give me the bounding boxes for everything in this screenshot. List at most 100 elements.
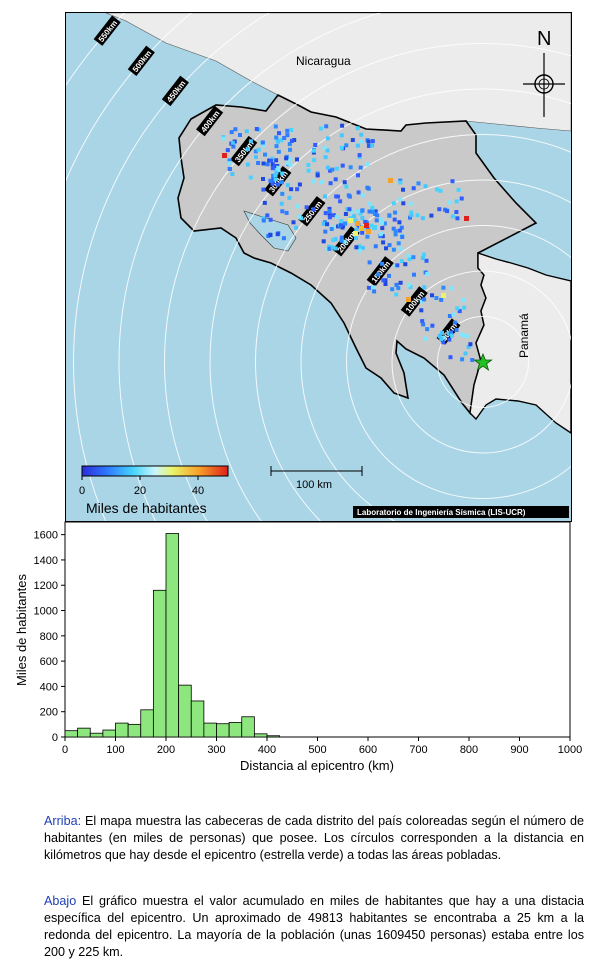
population-marker — [311, 179, 316, 184]
population-marker — [262, 200, 267, 205]
population-marker — [289, 128, 294, 132]
population-marker — [348, 165, 353, 170]
distance-ring — [255, 134, 571, 521]
population-marker — [383, 282, 388, 286]
population-marker — [273, 177, 278, 182]
population-marker — [331, 238, 336, 243]
population-marker — [312, 158, 317, 163]
ring-label-bg — [400, 286, 428, 317]
population-marker — [460, 357, 465, 362]
population-marker — [274, 170, 279, 175]
population-marker — [408, 201, 413, 206]
population-markers — [221, 123, 475, 362]
population-marker — [325, 247, 329, 252]
x-axis-title: Distancia al epicentro (km) — [240, 758, 394, 773]
population-marker — [457, 309, 462, 314]
population-marker — [358, 165, 363, 170]
population-marker — [265, 162, 270, 167]
colorbar-tick-20: 20 — [134, 485, 146, 497]
population-marker — [225, 148, 230, 153]
x-axis-ticks: 0 100 200 300 400 500 600 700 800 900 1000 — [62, 737, 582, 756]
ring-label-bg — [230, 135, 258, 167]
histogram-bar — [165, 533, 180, 738]
population-marker — [369, 223, 374, 228]
population-marker — [454, 199, 459, 204]
population-marker — [245, 162, 250, 167]
population-marker — [352, 214, 357, 219]
histogram-bar — [178, 684, 192, 738]
population-marker — [430, 293, 434, 298]
population-marker — [465, 334, 470, 339]
population-marker — [270, 162, 275, 167]
population-marker — [366, 143, 371, 148]
population-marker — [281, 236, 286, 241]
panama-label: Panamá — [517, 313, 531, 358]
population-marker-hot — [222, 153, 227, 158]
population-marker — [312, 148, 316, 153]
population-marker — [448, 355, 453, 360]
population-marker — [400, 259, 404, 264]
population-marker — [280, 171, 285, 176]
ring-label-bg — [161, 75, 189, 107]
population-marker — [463, 351, 468, 356]
population-marker — [269, 158, 274, 163]
population-marker — [397, 228, 402, 233]
population-marker — [446, 331, 451, 336]
y-tick-label: 800 — [40, 631, 58, 643]
population-marker — [248, 175, 253, 180]
population-marker — [304, 205, 309, 210]
population-marker — [273, 173, 278, 178]
population-marker — [325, 165, 330, 170]
population-marker — [344, 184, 349, 189]
population-marker — [398, 246, 403, 251]
population-marker — [393, 232, 398, 237]
population-marker — [330, 167, 335, 172]
colorbar-tick-0: 0 — [79, 485, 85, 497]
population-marker — [230, 140, 235, 145]
population-marker — [244, 129, 249, 134]
population-marker — [285, 133, 290, 138]
population-marker — [261, 216, 266, 221]
population-marker — [390, 287, 395, 292]
population-marker — [334, 214, 339, 219]
x-tick-label: 400 — [258, 744, 276, 756]
population-marker — [286, 161, 291, 166]
histogram-bar — [89, 732, 104, 738]
population-marker — [468, 342, 473, 347]
population-marker — [306, 168, 311, 173]
population-marker — [321, 239, 326, 244]
histogram-bar — [64, 730, 79, 738]
population-marker — [336, 224, 341, 229]
distance-ring — [209, 88, 571, 521]
population-marker — [339, 235, 344, 240]
population-marker — [374, 218, 379, 223]
histogram-canvas: 0 100 200 300 400 500 600 700 800 900 1000 0 200 400… — [14, 521, 582, 773]
population-marker — [333, 237, 338, 242]
credit-box — [353, 506, 569, 518]
population-marker — [398, 180, 403, 185]
population-marker — [288, 162, 293, 167]
population-marker — [421, 322, 426, 327]
population-marker — [279, 180, 284, 185]
population-marker-hot — [355, 221, 360, 226]
population-marker — [454, 328, 459, 332]
population-marker — [415, 213, 420, 218]
population-marker — [327, 215, 332, 220]
population-marker — [409, 210, 414, 215]
population-marker — [384, 246, 388, 251]
y-tick-label: 1200 — [34, 580, 58, 592]
epicenter-star-icon — [473, 352, 493, 371]
population-marker — [406, 282, 411, 287]
population-marker — [333, 177, 338, 182]
histogram-bar — [253, 733, 268, 738]
population-marker — [456, 187, 461, 192]
population-marker — [380, 234, 385, 239]
population-marker — [356, 244, 361, 249]
population-marker — [375, 213, 380, 218]
nicaragua-label: Nicaragua — [296, 54, 351, 68]
population-marker — [365, 234, 370, 239]
population-marker — [287, 142, 292, 147]
population-marker — [395, 263, 400, 268]
population-marker — [270, 156, 275, 161]
population-marker — [421, 252, 426, 257]
